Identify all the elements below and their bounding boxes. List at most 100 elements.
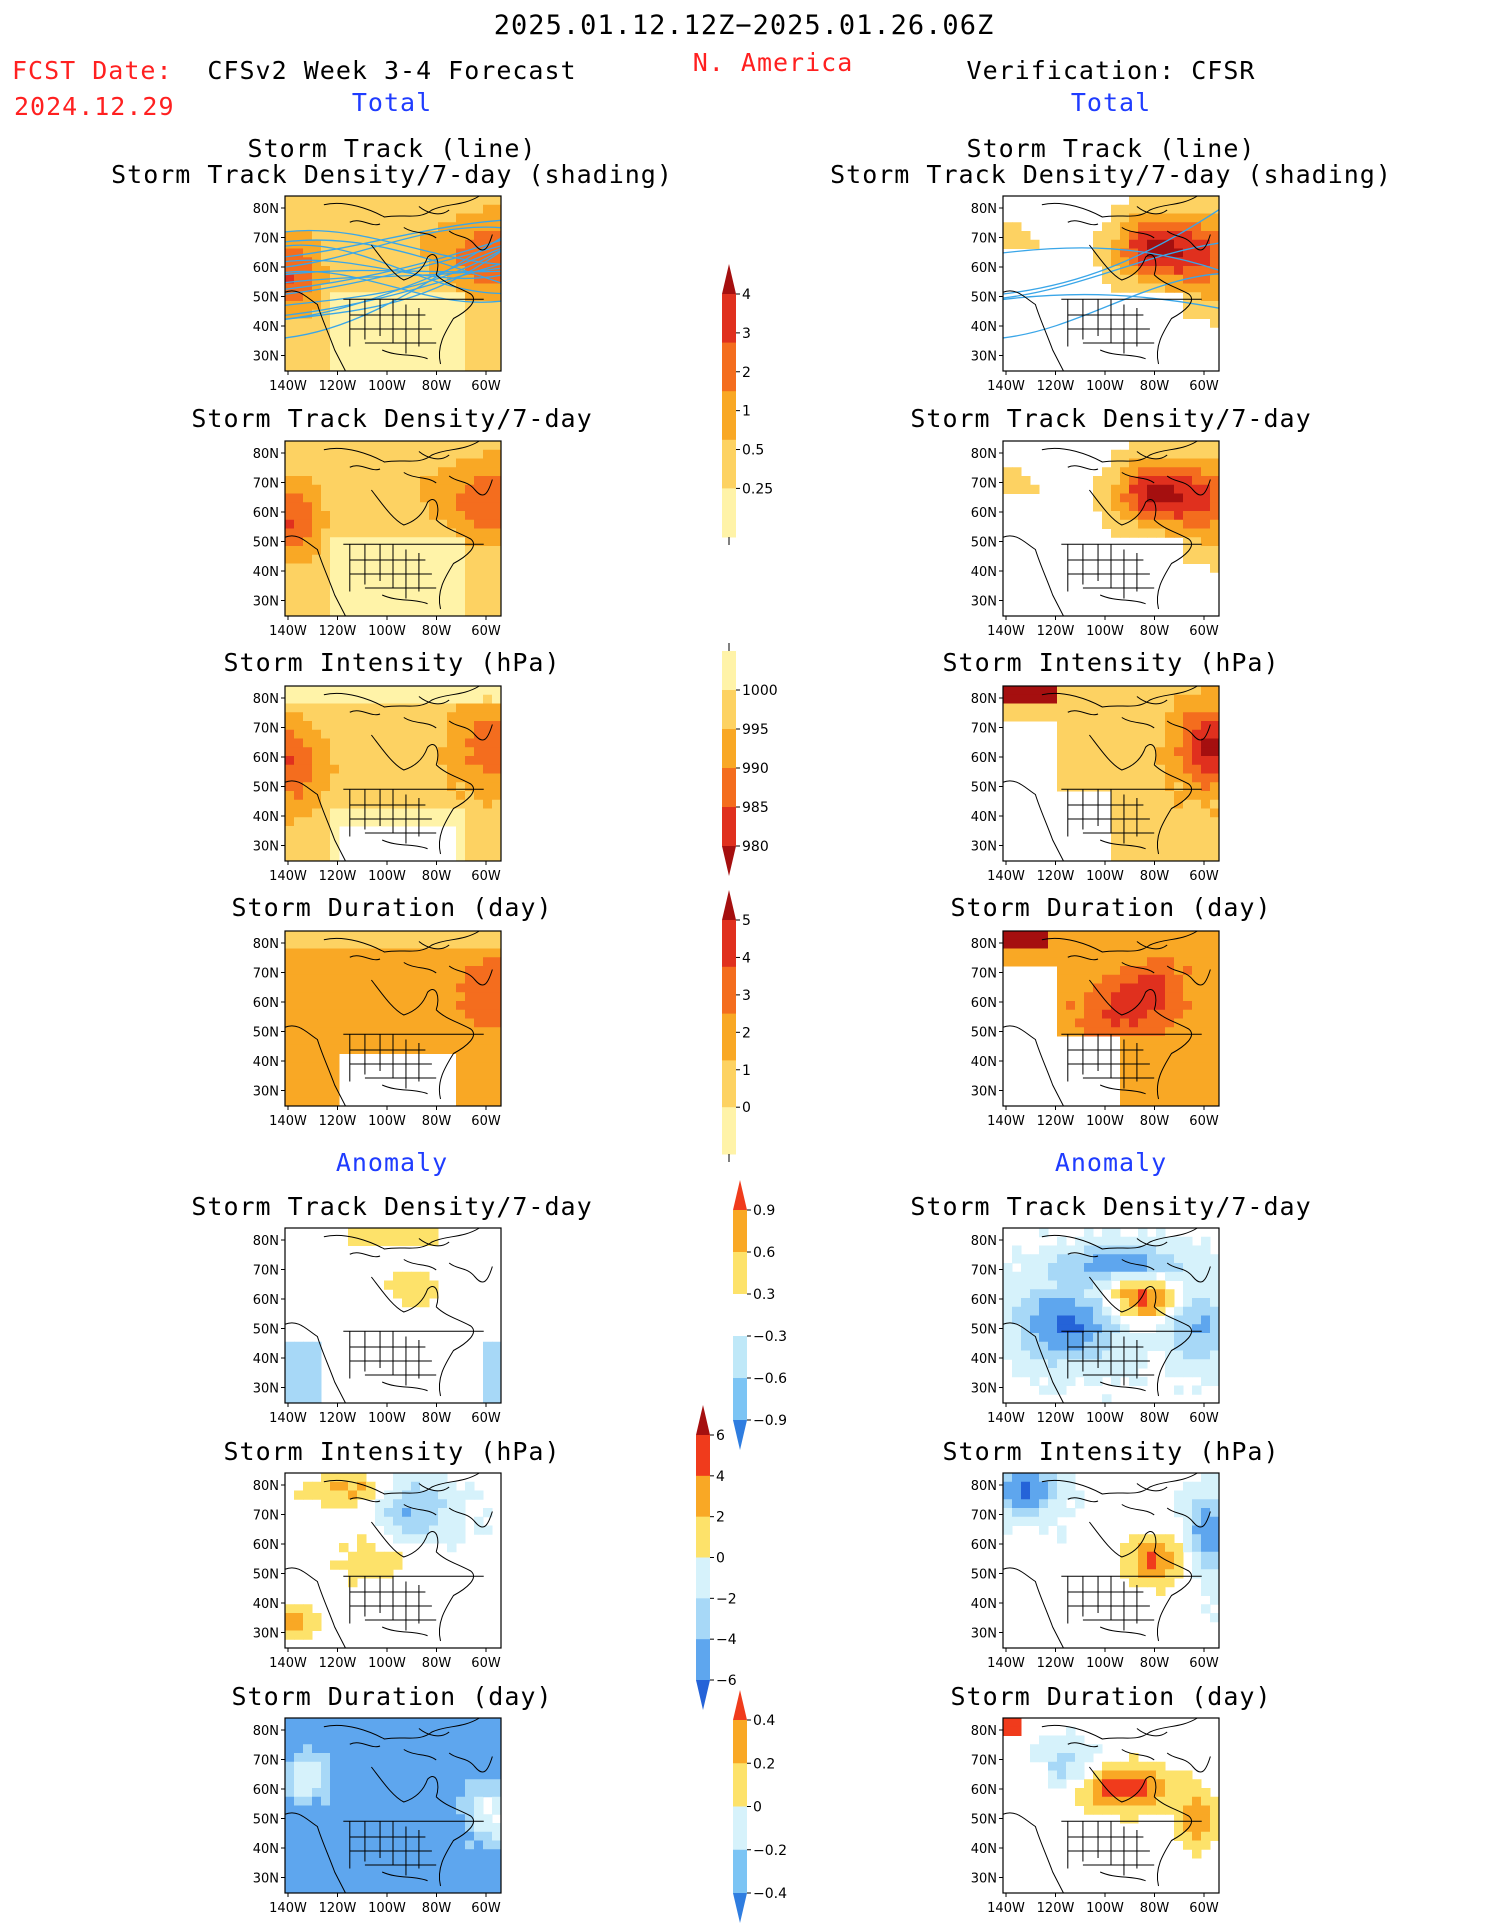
shade-cell	[1120, 817, 1130, 827]
shade-cell	[312, 1359, 322, 1369]
shade-cell	[492, 1088, 502, 1098]
shade-cell	[411, 1298, 421, 1308]
shade-cell	[1165, 834, 1175, 844]
shade-cell	[285, 1053, 295, 1063]
shade-cell	[321, 528, 331, 538]
shade-cell	[312, 563, 322, 573]
shade-cell	[348, 738, 358, 748]
shade-cell	[1111, 931, 1121, 941]
lat-label: 30N	[253, 1627, 279, 1642]
shade-cell	[1066, 1298, 1076, 1308]
shade-cell	[1210, 283, 1220, 293]
shade-cell	[1093, 493, 1103, 503]
shade-cell	[1093, 1788, 1103, 1798]
shade-cell	[465, 572, 475, 582]
shade-cell	[1210, 537, 1220, 547]
coastline	[1042, 686, 1198, 707]
shade-cell	[339, 1018, 349, 1028]
shade-cell	[1165, 1263, 1175, 1273]
shade-cell	[483, 1376, 493, 1386]
shade-cell	[411, 1823, 421, 1833]
shade-cell	[1120, 1543, 1130, 1553]
shade-cell	[411, 782, 421, 792]
shade-cell	[366, 1840, 376, 1850]
shade-cell	[402, 213, 412, 223]
shade-cell	[465, 502, 475, 512]
shade-cell	[1192, 747, 1202, 757]
shade-cell	[1084, 1263, 1094, 1273]
shade-cell	[1066, 1481, 1076, 1491]
shade-cell	[402, 1726, 412, 1736]
shade-cell	[1165, 712, 1175, 722]
shade-cell	[1003, 476, 1013, 486]
shade-cell	[438, 1796, 448, 1806]
shade-cell	[420, 344, 430, 354]
shade-cell	[456, 1788, 466, 1798]
shade-cell	[1192, 1324, 1202, 1334]
shade-cell	[366, 493, 376, 503]
shade-cell	[294, 292, 304, 302]
shade-cell	[492, 756, 502, 766]
shade-cell	[330, 983, 340, 993]
shade-cell	[1102, 1263, 1112, 1273]
shade-cell	[411, 799, 421, 809]
shade-cell	[1129, 511, 1139, 521]
shade-cell	[1147, 712, 1157, 722]
shade-cell	[1084, 1753, 1094, 1763]
shade-cell	[1192, 834, 1202, 844]
shade-cell	[1120, 843, 1130, 853]
shade-cell	[321, 852, 331, 862]
shade-cell	[294, 826, 304, 836]
shade-cell	[1075, 773, 1085, 783]
shade-cell	[393, 1280, 403, 1290]
shade-cell	[1066, 931, 1076, 941]
shade-cell	[438, 231, 448, 241]
shade-cell	[303, 1875, 313, 1885]
shade-cell	[1210, 546, 1220, 556]
lat-label: 30N	[971, 1627, 997, 1642]
shade-cell	[375, 1814, 385, 1824]
shade-cell	[384, 1516, 394, 1526]
shade-cell	[402, 257, 412, 267]
shade-cell	[402, 1744, 412, 1754]
shade-cell	[1165, 721, 1175, 731]
shade-cell	[1138, 1036, 1148, 1046]
shade-cell	[420, 476, 430, 486]
shade-cell	[438, 957, 448, 967]
shade-cell	[465, 1858, 475, 1868]
shade-cell	[321, 712, 331, 722]
coastlines	[1003, 441, 1210, 616]
shade-cell	[303, 747, 313, 757]
shade-cell	[294, 817, 304, 827]
shade-cell	[1102, 1779, 1112, 1789]
shade-cell	[447, 318, 457, 328]
shade-cell	[1210, 1805, 1220, 1815]
shade-cell	[294, 729, 304, 739]
shade-cell	[1201, 554, 1211, 564]
shade-cell	[1129, 196, 1139, 206]
shade-cell	[1003, 694, 1013, 704]
shade-cell	[1156, 231, 1166, 241]
shade-cell	[1138, 948, 1148, 958]
shade-cell	[1201, 826, 1211, 836]
shade-cell	[402, 1490, 412, 1500]
shade-cell	[366, 773, 376, 783]
shade-cell	[285, 1385, 295, 1395]
shade-cell	[384, 1718, 394, 1728]
shade-cell	[294, 1779, 304, 1789]
map-panel-fc-aint: 80N 70N 60N 50N 40N 30N 140W 120W 100W 80W 60W	[235, 1465, 535, 1680]
shade-cell	[1048, 703, 1058, 713]
shade-cell	[1120, 1027, 1130, 1037]
shade-cell	[1183, 939, 1193, 949]
shade-cell	[357, 528, 367, 538]
shade-cell	[366, 1866, 376, 1876]
colorbar-segment	[722, 690, 736, 730]
shade-cell	[1021, 1289, 1031, 1299]
shade-cell	[456, 511, 466, 521]
shade-cell	[1147, 1088, 1157, 1098]
shade-cell	[456, 1823, 466, 1833]
shade-cell	[1084, 1788, 1094, 1798]
shade-cell	[1075, 764, 1085, 774]
coastline	[1089, 980, 1155, 1015]
map-frame	[1002, 1472, 1220, 1649]
